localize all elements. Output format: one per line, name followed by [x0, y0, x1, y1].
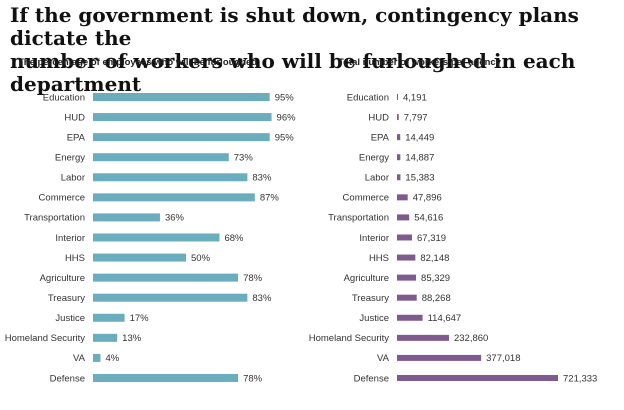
left-bar-energy: [93, 153, 229, 162]
right-bar-chart: Education 4,191 HUD 7,797 EPA 14,449 Energy 14,…: [309, 92, 598, 384]
right-bar-interior: [397, 234, 413, 241]
left-bar-hud: [93, 113, 272, 122]
right-value-label-education: 4,191: [403, 92, 427, 103]
right-bar-epa: [397, 134, 401, 141]
right-bar-commerce: [397, 194, 408, 201]
left-value-label-commerce: 87%: [260, 193, 280, 204]
right-value-label-energy: 14,887: [405, 153, 434, 164]
right-bar-labor: [397, 174, 401, 181]
right-value-label-epa: 14,449: [405, 132, 434, 143]
right-value-label-agriculture: 85,329: [421, 273, 450, 284]
left-value-label-labor: 83%: [252, 173, 272, 184]
right-bar-va: [397, 354, 482, 361]
right-category-label-labor: Labor: [365, 173, 389, 184]
left-category-label-defense: Defense: [50, 373, 85, 384]
right-bar-energy: [397, 154, 401, 161]
right-value-label-interior: 67,319: [417, 233, 446, 244]
right-value-label-labor: 15,383: [405, 173, 434, 184]
left-bar-chart: Education 95% HUD 96% EPA 95% Energy 73% Labor 83…: [5, 92, 296, 384]
left-category-label-transportation: Transportation: [24, 213, 85, 224]
left-value-label-epa: 95%: [275, 132, 295, 143]
right-bar-treasury: [397, 294, 417, 301]
left-category-label-interior: Interior: [55, 233, 85, 244]
left-bar-homeland-security: [93, 333, 118, 342]
left-category-label-treasury: Treasury: [48, 293, 85, 304]
right-value-label-va: 377,018: [486, 353, 520, 364]
right-value-label-defense: 721,333: [563, 373, 597, 384]
right-value-label-hhs: 82,148: [420, 253, 449, 264]
right-category-label-hhs: HHS: [369, 253, 389, 264]
left-category-label-va: VA: [73, 353, 86, 364]
left-value-label-transportation: 36%: [165, 213, 185, 224]
right-category-label-interior: Interior: [359, 233, 389, 244]
left-category-label-labor: Labor: [61, 173, 85, 184]
left-category-label-energy: Energy: [55, 153, 85, 164]
right-category-label-education: Education: [347, 92, 389, 103]
left-value-label-treasury: 83%: [252, 293, 272, 304]
right-category-label-commerce: Commerce: [343, 193, 389, 204]
left-value-label-hud: 96%: [277, 112, 297, 123]
right-category-label-transportation: Transportation: [328, 213, 389, 224]
right-category-label-treasury: Treasury: [352, 293, 389, 304]
left-bar-epa: [93, 133, 270, 142]
right-category-label-defense: Defense: [354, 373, 389, 384]
left-bar-defense: [93, 373, 239, 382]
left-category-label-homeland-security: Homeland Security: [5, 333, 86, 344]
left-category-label-education: Education: [43, 92, 85, 103]
right-value-label-hud: 7,797: [404, 112, 428, 123]
right-value-label-transportation: 54,616: [414, 213, 443, 224]
right-category-label-justice: Justice: [359, 313, 389, 324]
left-bar-interior: [93, 233, 220, 242]
right-bar-transportation: [397, 214, 410, 221]
right-chart-title: Total number of workers per agency: [338, 57, 501, 68]
right-category-label-homeland-security: Homeland Security: [309, 333, 390, 344]
left-bar-treasury: [93, 293, 248, 302]
right-category-label-agriculture: Agriculture: [344, 273, 389, 284]
left-value-label-education: 95%: [275, 92, 295, 103]
chart-title-line-2: number of workers who will be furloughed…: [10, 49, 576, 96]
left-category-label-epa: EPA: [67, 132, 86, 143]
right-bar-justice: [397, 314, 423, 321]
chart-title-line-1: If the government is shut down, continge…: [10, 3, 579, 50]
left-category-label-hhs: HHS: [65, 253, 85, 264]
left-bar-transportation: [93, 213, 160, 222]
left-category-label-hud: HUD: [64, 112, 85, 123]
left-value-label-homeland-security: 13%: [122, 333, 142, 344]
left-bar-va: [93, 353, 101, 362]
left-value-label-hhs: 50%: [191, 253, 211, 264]
left-value-label-energy: 73%: [234, 153, 254, 164]
left-category-label-commerce: Commerce: [39, 193, 85, 204]
left-bar-education: [93, 93, 270, 101]
right-value-label-treasury: 88,268: [422, 293, 451, 304]
right-bar-defense: [397, 374, 558, 381]
right-bar-homeland-security: [397, 334, 449, 341]
left-value-label-defense: 78%: [243, 373, 263, 384]
left-value-label-justice: 17%: [130, 313, 150, 324]
left-bar-hhs: [93, 253, 186, 262]
right-category-label-va: VA: [377, 353, 390, 364]
right-category-label-epa: EPA: [371, 132, 390, 143]
right-bar-education: [397, 94, 398, 100]
left-category-label-justice: Justice: [55, 313, 85, 324]
left-value-label-va: 4%: [105, 353, 119, 364]
left-value-label-agriculture: 78%: [243, 273, 263, 284]
left-bar-commerce: [93, 193, 255, 202]
right-value-label-homeland-security: 232,860: [454, 333, 488, 344]
left-bar-agriculture: [93, 273, 239, 282]
left-bar-justice: [93, 313, 125, 322]
left-bar-labor: [93, 173, 248, 182]
right-bar-agriculture: [397, 274, 417, 281]
right-value-label-commerce: 47,896: [413, 193, 442, 204]
right-bar-hud: [397, 114, 399, 121]
left-value-label-interior: 68%: [224, 233, 244, 244]
right-value-label-justice: 114,647: [428, 313, 462, 324]
left-category-label-agriculture: Agriculture: [40, 273, 85, 284]
left-chart-title: The percentage of employees who will be …: [18, 57, 258, 68]
right-category-label-energy: Energy: [359, 153, 389, 164]
right-bar-hhs: [397, 254, 416, 261]
chart-title: If the government is shut down, continge…: [10, 4, 622, 96]
right-category-label-hud: HUD: [368, 112, 389, 123]
